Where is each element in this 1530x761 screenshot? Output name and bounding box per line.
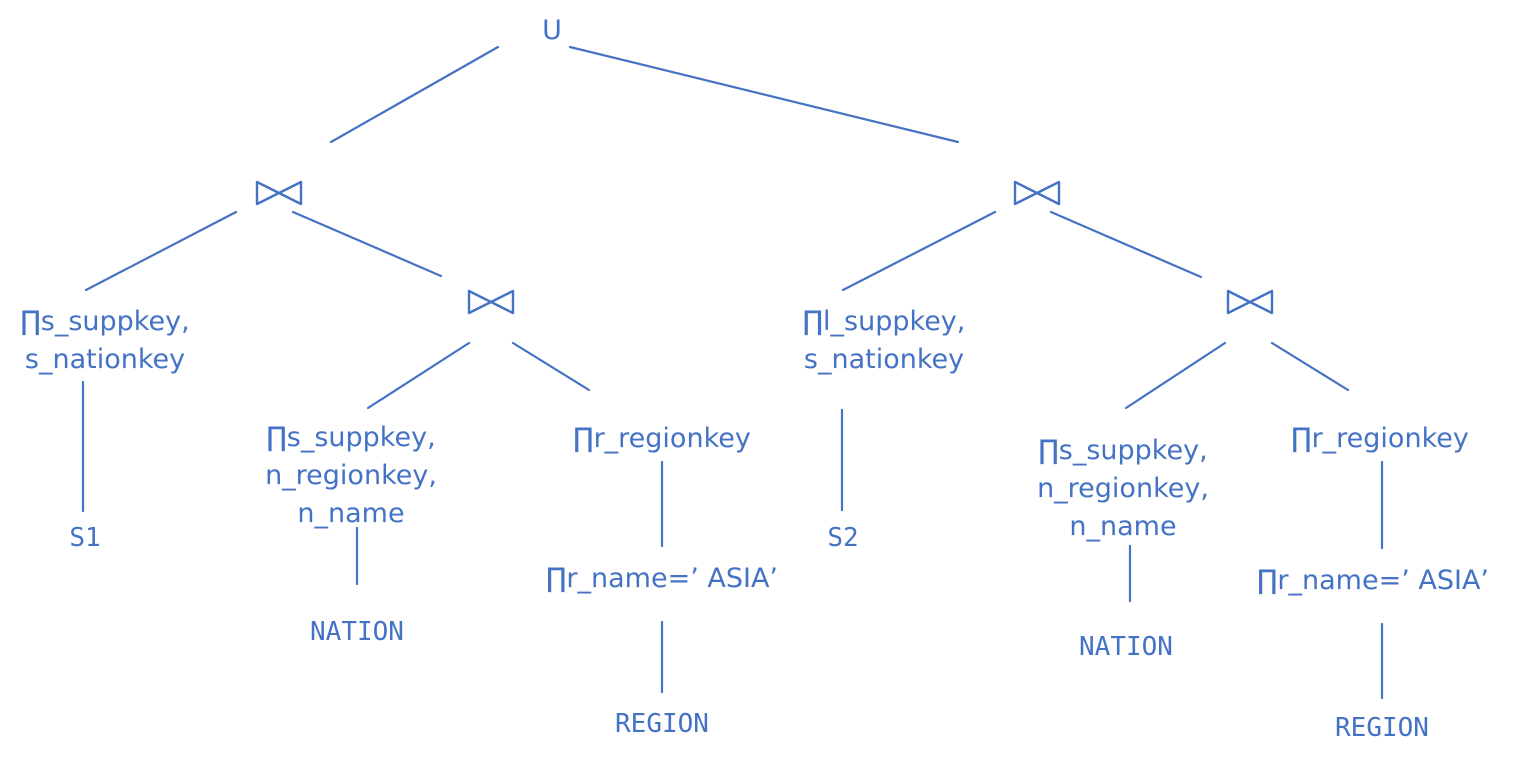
bowtie-join-icon [255, 180, 303, 206]
join-left-inner [467, 289, 515, 315]
union-operator: U [542, 15, 562, 46]
join-left-top [255, 180, 303, 206]
edge-root-left [329, 45, 500, 144]
relation-s1: S1 [69, 523, 101, 553]
edge-ljoin2-proj-n [366, 341, 471, 410]
edge-ljoin1-ljoin2 [291, 210, 443, 278]
relation-s2: S2 [827, 523, 859, 553]
edge-ljoin2-proj-r [511, 341, 591, 392]
projection-right-nation: ∏s_suppkey, n_regionkey, n_name [1037, 435, 1209, 542]
edge-rjoin2-proj-n [1124, 341, 1227, 410]
bowtie-join-icon [467, 289, 515, 315]
projection-left-s1: ∏s_suppkey, s_nationkey [20, 306, 190, 375]
projection-right-region: ∏r_regionkey [1291, 423, 1469, 454]
join-right-top [1013, 180, 1061, 206]
selection-left-asia: ∏r_name=’ ASIA’ [545, 563, 779, 594]
edge-rjoin2-proj-r [1270, 341, 1350, 392]
projection-left-nation: ∏s_suppkey, n_regionkey, n_name [265, 422, 437, 529]
relation-region-right: REGION [1335, 713, 1429, 743]
relation-region-left: REGION [615, 709, 709, 739]
bowtie-join-icon [1013, 180, 1061, 206]
edge-rjoin1-proj-s2 [841, 210, 997, 292]
selection-right-asia: ∏r_name=’ ASIA’ [1256, 565, 1490, 596]
projection-left-region: ∏r_regionkey [573, 423, 751, 454]
relation-nation-right: NATION [1079, 632, 1173, 662]
relation-nation-left: NATION [310, 617, 404, 647]
edge-root-right [568, 45, 960, 144]
join-right-inner [1226, 289, 1274, 315]
projection-right-s2: ∏l_suppkey, s_nationkey [802, 306, 966, 375]
edge-ljoin1-proj-s1 [84, 210, 238, 292]
edge-rjoin1-rjoin2 [1049, 210, 1203, 279]
bowtie-join-icon [1226, 289, 1274, 315]
